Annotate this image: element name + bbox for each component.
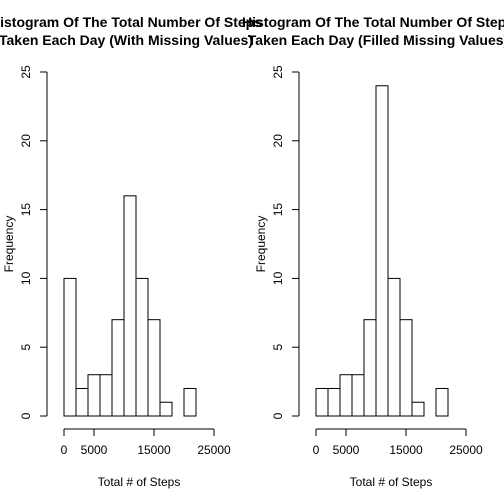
histogram-bar: [411, 401, 425, 417]
y-tick-label: 10: [19, 271, 33, 285]
y-tick-label: 0: [271, 412, 285, 419]
x-tick-label: 0: [313, 443, 320, 457]
histogram-bar: [315, 387, 329, 417]
chart-title-line-1: Histogram Of The Total Number Of Steps: [0, 14, 262, 30]
y-tick-label: 20: [19, 134, 33, 148]
chart-title-line-1: Histogram Of The Total Number Of Steps: [242, 14, 504, 30]
x-tick-label: 15000: [389, 443, 423, 457]
chart-panel-2: 0 5 10 15 20 25 0 5000 15000 25000 Total # of Step…: [242, 14, 504, 489]
histogram-bar: [327, 387, 341, 417]
histogram-bar: [135, 277, 149, 417]
histogram-bar: [111, 319, 125, 417]
x-tick-label: 5000: [81, 443, 108, 457]
histogram-bar: [123, 195, 137, 417]
y-axis-label: Frequency: [254, 216, 268, 273]
x-axis-label: Total # of Steps: [350, 475, 433, 489]
y-axis-label: Frequency: [2, 216, 16, 273]
histogram-bar: [147, 319, 161, 417]
histogram-bar: [183, 387, 197, 417]
histogram-bar: [63, 277, 77, 417]
x-axis-label: Total # of Steps: [98, 475, 181, 489]
histogram-bar: [351, 374, 365, 417]
x-tick-label: 15000: [137, 443, 171, 457]
y-tick-label: 25: [19, 65, 33, 79]
x-tick-label: 25000: [449, 443, 483, 457]
histogram-bar: [387, 277, 401, 417]
histogram-bar: [435, 387, 449, 417]
histogram-bar: [87, 374, 101, 417]
histogram-bar: [339, 374, 353, 417]
y-tick-label: 5: [271, 344, 285, 351]
y-tick-label: 10: [271, 271, 285, 285]
y-tick-label: 0: [19, 412, 33, 419]
y-tick-label: 15: [19, 203, 33, 217]
x-tick-label: 0: [61, 443, 68, 457]
histogram-bar: [363, 319, 377, 417]
y-tick-label: 25: [271, 65, 285, 79]
x-tick-label: 25000: [197, 443, 231, 457]
y-tick-label: 20: [271, 134, 285, 148]
chart-title-line-2: Taken Each Day (With Missing Values): [0, 32, 253, 48]
histogram-bar: [75, 387, 89, 417]
y-tick-label: 5: [19, 344, 33, 351]
chart-title-line-2: Taken Each Day (Filled Missing Values): [248, 32, 504, 48]
histogram-bar: [99, 374, 113, 417]
histogram-bar: [159, 401, 173, 417]
y-tick-label: 15: [271, 203, 285, 217]
histogram-bar: [399, 319, 413, 417]
chart-panel-1: 0 5 10 15 20 25 0 5000 15000 25000 Total # of Step…: [0, 14, 262, 489]
x-tick-label: 5000: [333, 443, 360, 457]
histogram-bar: [375, 85, 389, 417]
